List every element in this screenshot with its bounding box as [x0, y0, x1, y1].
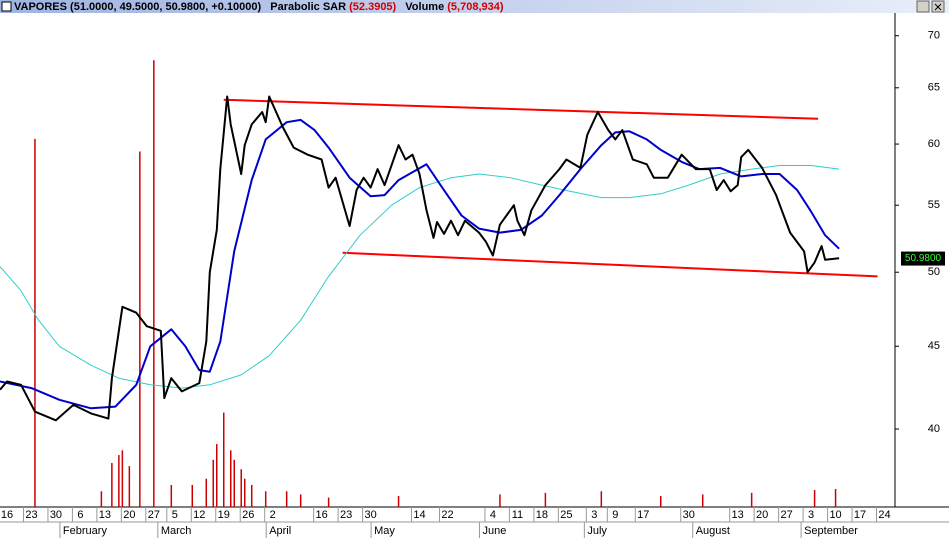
month-label: April: [269, 525, 291, 537]
header-name: Volume: [405, 1, 444, 13]
x-tick-label: 20: [756, 509, 768, 521]
x-tick-label: 9: [612, 509, 618, 521]
x-tick-label: 22: [441, 509, 453, 521]
x-tick-label: 13: [99, 509, 111, 521]
x-tick-label: 6: [77, 509, 83, 521]
header-value: (52.3905): [349, 1, 396, 13]
y-tick-label: 60: [928, 138, 940, 150]
month-label: September: [804, 525, 858, 537]
x-tick-label: 30: [50, 509, 62, 521]
x-tick-label: 3: [808, 509, 814, 521]
x-tick-label: 17: [854, 509, 866, 521]
restore-button[interactable]: [916, 0, 930, 13]
x-tick-label: 13: [732, 509, 744, 521]
x-tick-label: 11: [512, 509, 523, 521]
x-tick-label: 3: [591, 509, 597, 521]
y-tick-label: 45: [928, 340, 940, 352]
x-tick-label: 18: [536, 509, 548, 521]
last-value-box: [901, 251, 945, 266]
price-line: [0, 165, 840, 389]
x-tick-label: 24: [878, 509, 890, 521]
x-tick-label: 16: [1, 509, 13, 521]
month-label: July: [587, 525, 607, 537]
month-label: August: [696, 525, 730, 537]
x-tick-label: 25: [560, 509, 572, 521]
window-icon: [1, 1, 12, 12]
y-tick-label: 40: [928, 423, 940, 435]
trend-line: [223, 98, 819, 120]
y-tick-label: 70: [928, 30, 940, 42]
x-tick-label: 14: [413, 509, 425, 521]
x-tick-label: 5: [172, 509, 178, 521]
x-tick-label: 30: [364, 509, 376, 521]
x-tick-label: 10: [829, 509, 841, 521]
y-tick-label: 50: [928, 266, 940, 278]
x-tick-label: 12: [193, 509, 205, 521]
trend-line: [342, 251, 878, 278]
month-label: May: [374, 525, 395, 537]
price-line: [0, 118, 840, 410]
header-value: (51.0000, 49.5000, 50.9800, +0.10000): [70, 1, 261, 13]
y-tick-label: 55: [928, 199, 940, 211]
x-tick-label: 23: [340, 509, 352, 521]
x-tick-label: 2: [270, 509, 276, 521]
month-label: June: [482, 525, 506, 537]
x-tick-label: 16: [316, 509, 328, 521]
x-tick-label: 26: [242, 509, 254, 521]
x-tick-label: 17: [637, 509, 649, 521]
plot-area: 40 45 50 55 60 65 70 16 23 30 6 13 20 27 5 12 19 26 2 16 23 3…: [0, 13, 949, 538]
x-tick-label: 20: [123, 509, 135, 521]
last-value-label: 50.9800: [905, 253, 942, 264]
close-glyph: [934, 3, 942, 11]
chart-header: VAPORES (51.0000, 49.5000, 50.9800, +0.1…: [14, 1, 504, 13]
x-tick-label: 23: [25, 509, 37, 521]
header-name: VAPORES: [14, 1, 67, 13]
header-value: (5,708,934): [447, 1, 504, 13]
price-line: [0, 95, 840, 422]
y-tick-label: 65: [928, 82, 940, 94]
month-label: March: [161, 525, 192, 537]
header-name: Parabolic SAR: [270, 1, 346, 13]
month-label: February: [63, 525, 108, 537]
x-tick-label: 4: [490, 509, 496, 521]
x-tick-label: 27: [148, 509, 160, 521]
x-tick-label: 30: [683, 509, 695, 521]
title-bar: [0, 0, 949, 13]
x-tick-label: 27: [780, 509, 792, 521]
x-tick-label: 19: [218, 509, 230, 521]
